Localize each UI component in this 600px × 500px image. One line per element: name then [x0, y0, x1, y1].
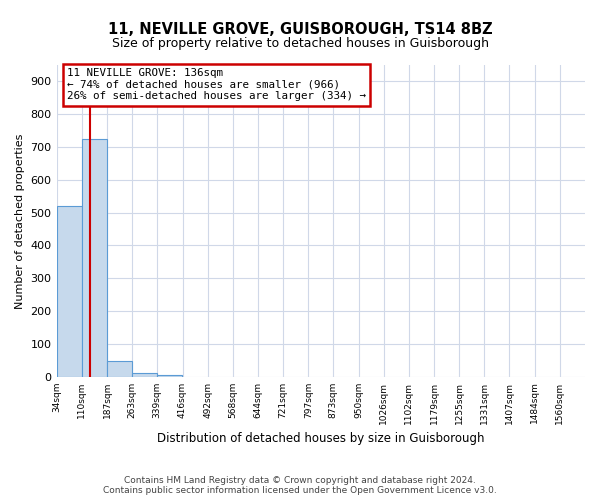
X-axis label: Distribution of detached houses by size in Guisborough: Distribution of detached houses by size …	[157, 432, 485, 445]
Bar	[107, 362, 132, 376]
Bar	[82, 139, 107, 376]
Bar	[157, 375, 182, 376]
Text: Contains public sector information licensed under the Open Government Licence v3: Contains public sector information licen…	[103, 486, 497, 495]
Text: Size of property relative to detached houses in Guisborough: Size of property relative to detached ho…	[112, 38, 488, 51]
Text: 11, NEVILLE GROVE, GUISBOROUGH, TS14 8BZ: 11, NEVILLE GROVE, GUISBOROUGH, TS14 8BZ	[107, 22, 493, 38]
Text: 11 NEVILLE GROVE: 136sqm
← 74% of detached houses are smaller (966)
26% of semi-: 11 NEVILLE GROVE: 136sqm ← 74% of detach…	[67, 68, 366, 102]
Bar	[132, 374, 157, 376]
Bar	[56, 206, 82, 376]
Text: Contains HM Land Registry data © Crown copyright and database right 2024.: Contains HM Land Registry data © Crown c…	[124, 476, 476, 485]
Y-axis label: Number of detached properties: Number of detached properties	[15, 133, 25, 308]
